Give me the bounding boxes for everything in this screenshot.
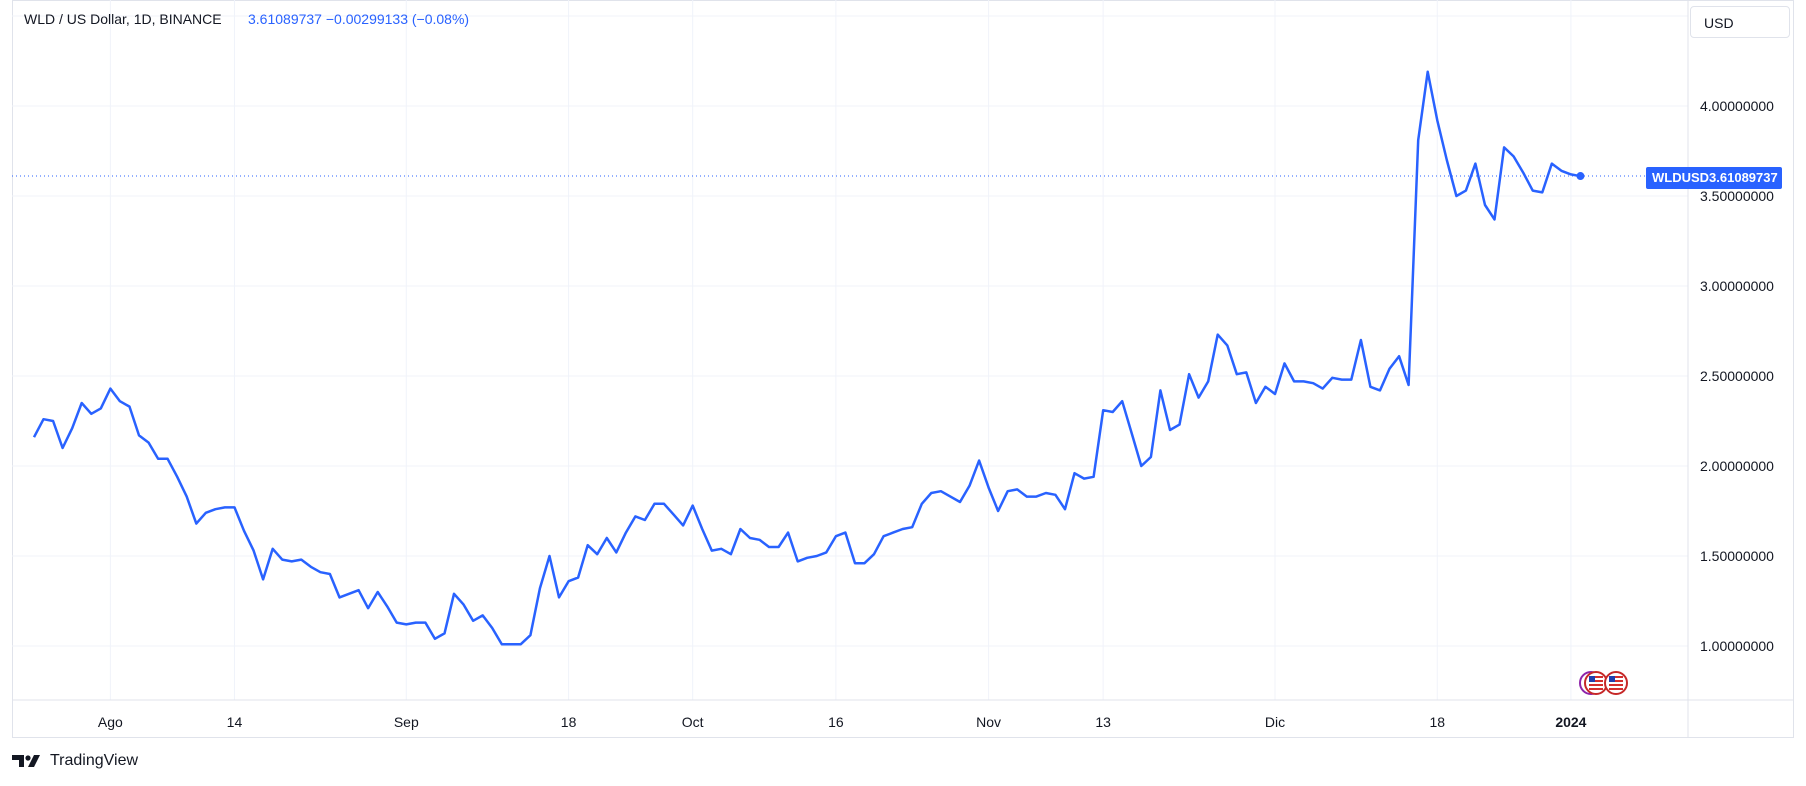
time-tick-label: 13: [1095, 714, 1111, 730]
chart-frame: [12, 0, 1794, 738]
axes: [12, 0, 1794, 738]
price-tick-label: 2.50000000: [1700, 368, 1774, 384]
currency-button[interactable]: USD: [1690, 6, 1790, 38]
time-tick-label: Dic: [1265, 714, 1285, 730]
price-tick-label: 2.00000000: [1700, 458, 1774, 474]
grid-lines: [12, 0, 1688, 700]
price-tick-label: 4.00000000: [1700, 98, 1774, 114]
time-axis-labels: Ago 14 Sep 18 Oct 16 Nov 13 Dic 18 2024: [98, 714, 1587, 730]
time-tick-label: Oct: [682, 714, 704, 730]
tradingview-logo-icon: [12, 755, 40, 767]
us-flag-icon[interactable]: [1604, 671, 1628, 695]
price-axis-labels: 1.00000000 1.50000000 2.00000000 2.50000000…: [1700, 98, 1774, 654]
us-flag-icon-group[interactable]: [1579, 671, 1628, 695]
tradingview-logo[interactable]: TradingView: [12, 752, 138, 770]
last-price-value: 3.61089737: [1709, 170, 1778, 185]
chart-canvas[interactable]: 1.00000000 1.50000000 2.00000000 2.50000000…: [0, 0, 1806, 738]
time-tick-label: 16: [828, 714, 844, 730]
price-tick-label: 3.50000000: [1700, 188, 1774, 204]
time-tick-label: Nov: [976, 714, 1001, 730]
time-tick-label: 14: [227, 714, 243, 730]
time-tick-label: Sep: [394, 714, 419, 730]
symbol-title[interactable]: WLD / US Dollar, 1D, BINANCE: [24, 11, 222, 27]
symbol-quote: 3.61089737 −0.00299133 (−0.08%): [248, 11, 470, 27]
price-tick-label: 1.50000000: [1700, 548, 1774, 564]
us-flag-icon[interactable]: [1584, 671, 1608, 695]
last-price-tag: WLDUSD 3.61089737: [1646, 167, 1782, 189]
price-series-line[interactable]: [32, 70, 1581, 646]
price-tick-label: 1.00000000: [1700, 638, 1774, 654]
tradingview-logo-text: TradingView: [50, 752, 139, 769]
last-price-symbol: WLDUSD: [1652, 170, 1710, 185]
time-tick-label: 2024: [1555, 714, 1586, 730]
time-tick-label: 18: [1429, 714, 1445, 730]
time-tick-label: Ago: [98, 714, 123, 730]
time-tick-label: 18: [561, 714, 577, 730]
price-tick-label: 3.00000000: [1700, 278, 1774, 294]
last-price-point[interactable]: [1576, 172, 1585, 181]
